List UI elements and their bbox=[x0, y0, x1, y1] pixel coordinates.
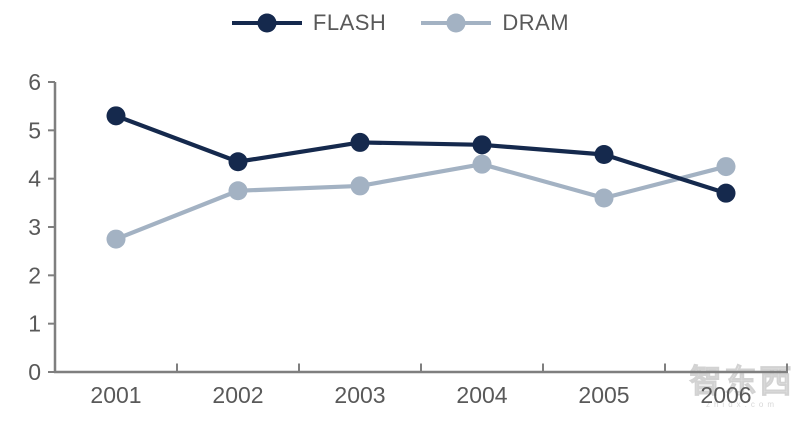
dram-line-swatch bbox=[421, 13, 492, 33]
y-axis-label: 2 bbox=[28, 262, 41, 288]
x-axis-label: 2003 bbox=[334, 382, 385, 408]
y-axis-label: 6 bbox=[28, 69, 41, 95]
x-axis-label: 2002 bbox=[212, 382, 263, 408]
data-point-marker-flash bbox=[716, 183, 736, 203]
y-axis-label: 5 bbox=[28, 117, 41, 143]
data-point-marker-flash bbox=[594, 145, 614, 164]
x-axis-label: 2006 bbox=[700, 382, 751, 408]
legend-item-flash: FLASH bbox=[231, 10, 386, 36]
data-point-marker-flash bbox=[472, 135, 492, 155]
data-point-marker-flash bbox=[228, 152, 248, 172]
data-point-marker-dram bbox=[716, 157, 736, 177]
x-axis-label: 2001 bbox=[90, 382, 141, 408]
y-axis-label: 4 bbox=[28, 166, 41, 192]
data-point-marker-dram bbox=[472, 154, 492, 174]
data-point-marker-flash bbox=[350, 132, 370, 152]
y-axis-label: 3 bbox=[28, 214, 41, 240]
y-axis-label: 1 bbox=[28, 311, 41, 337]
y-axis-label: 0 bbox=[28, 359, 41, 385]
x-axis-label: 2005 bbox=[578, 382, 629, 408]
data-point-marker-flash bbox=[106, 106, 126, 126]
data-point-marker-dram bbox=[228, 181, 248, 201]
data-point-marker-dram bbox=[350, 176, 370, 196]
flash-line-swatch bbox=[231, 13, 302, 33]
x-axis-label: 2004 bbox=[456, 382, 507, 408]
series-line-flash bbox=[113, 113, 729, 196]
data-point-marker-dram bbox=[594, 188, 614, 208]
legend-item-dram: DRAM bbox=[420, 10, 569, 36]
chart-legend: FLASH DRAM bbox=[0, 10, 800, 36]
data-point-marker-dram bbox=[106, 229, 126, 249]
legend-label-flash: FLASH bbox=[312, 10, 387, 35]
legend-label-dram: DRAM bbox=[502, 10, 570, 35]
series-line-dram bbox=[113, 162, 729, 242]
